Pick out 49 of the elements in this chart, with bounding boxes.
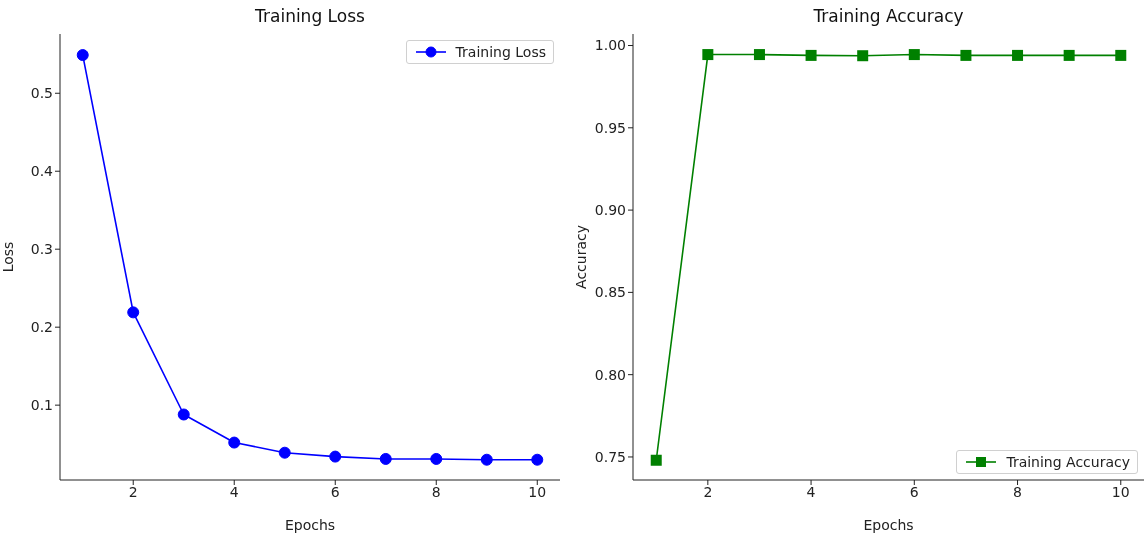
x-tick-label: 10 [1111, 483, 1130, 500]
x-tick-label: 10 [528, 483, 547, 500]
point [127, 306, 140, 319]
point [278, 446, 291, 459]
point [805, 49, 817, 61]
x-tick-label: 4 [229, 483, 239, 500]
y-tick-label: 0.90 [594, 202, 626, 219]
point [379, 452, 392, 465]
x-tick-label: 2 [128, 483, 138, 500]
point [650, 454, 662, 466]
point [908, 49, 920, 61]
point [960, 49, 972, 61]
x-tick-label: 6 [330, 483, 340, 500]
x-tick-label: 4 [806, 483, 816, 500]
point [702, 49, 714, 61]
point [1063, 49, 1075, 61]
y-axis-title: Loss [0, 241, 16, 273]
point [1012, 49, 1024, 61]
x-tick-label: 8 [1013, 483, 1022, 500]
y-tick-label: 0.4 [30, 163, 54, 180]
chart-title: Training Accuracy [812, 6, 965, 26]
y-tick-label: 0.75 [594, 448, 626, 465]
point [228, 436, 241, 449]
y-tick-label: 0.80 [594, 366, 626, 383]
point [329, 450, 342, 463]
y-tick-label: 1.00 [594, 37, 626, 54]
y-tick-label: 0.95 [594, 119, 626, 136]
x-tick-label: 6 [909, 483, 919, 500]
y-tick-label: 0.5 [30, 85, 53, 102]
point [531, 453, 544, 466]
y-tick-label: 0.2 [30, 319, 53, 336]
x-tick-label: 2 [703, 483, 713, 500]
point [480, 453, 493, 466]
y-tick-label: 0.3 [30, 241, 53, 258]
y-tick-label: 0.85 [594, 284, 626, 301]
y-tick-label: 0.1 [30, 397, 53, 414]
point [177, 408, 190, 421]
legend-label: Training Loss [455, 44, 546, 60]
x-axis-title: Epochs [284, 517, 336, 533]
point [430, 452, 443, 465]
point [76, 49, 89, 62]
y-axis-title: Accuracy [572, 225, 589, 289]
chart-title: Training Loss [254, 6, 366, 26]
point [753, 49, 765, 61]
x-tick-label: 8 [431, 483, 441, 500]
point [1115, 49, 1127, 61]
x-axis-title: Epochs [863, 517, 914, 533]
legend-label: Training Accuracy [1006, 454, 1130, 470]
point [857, 50, 869, 62]
